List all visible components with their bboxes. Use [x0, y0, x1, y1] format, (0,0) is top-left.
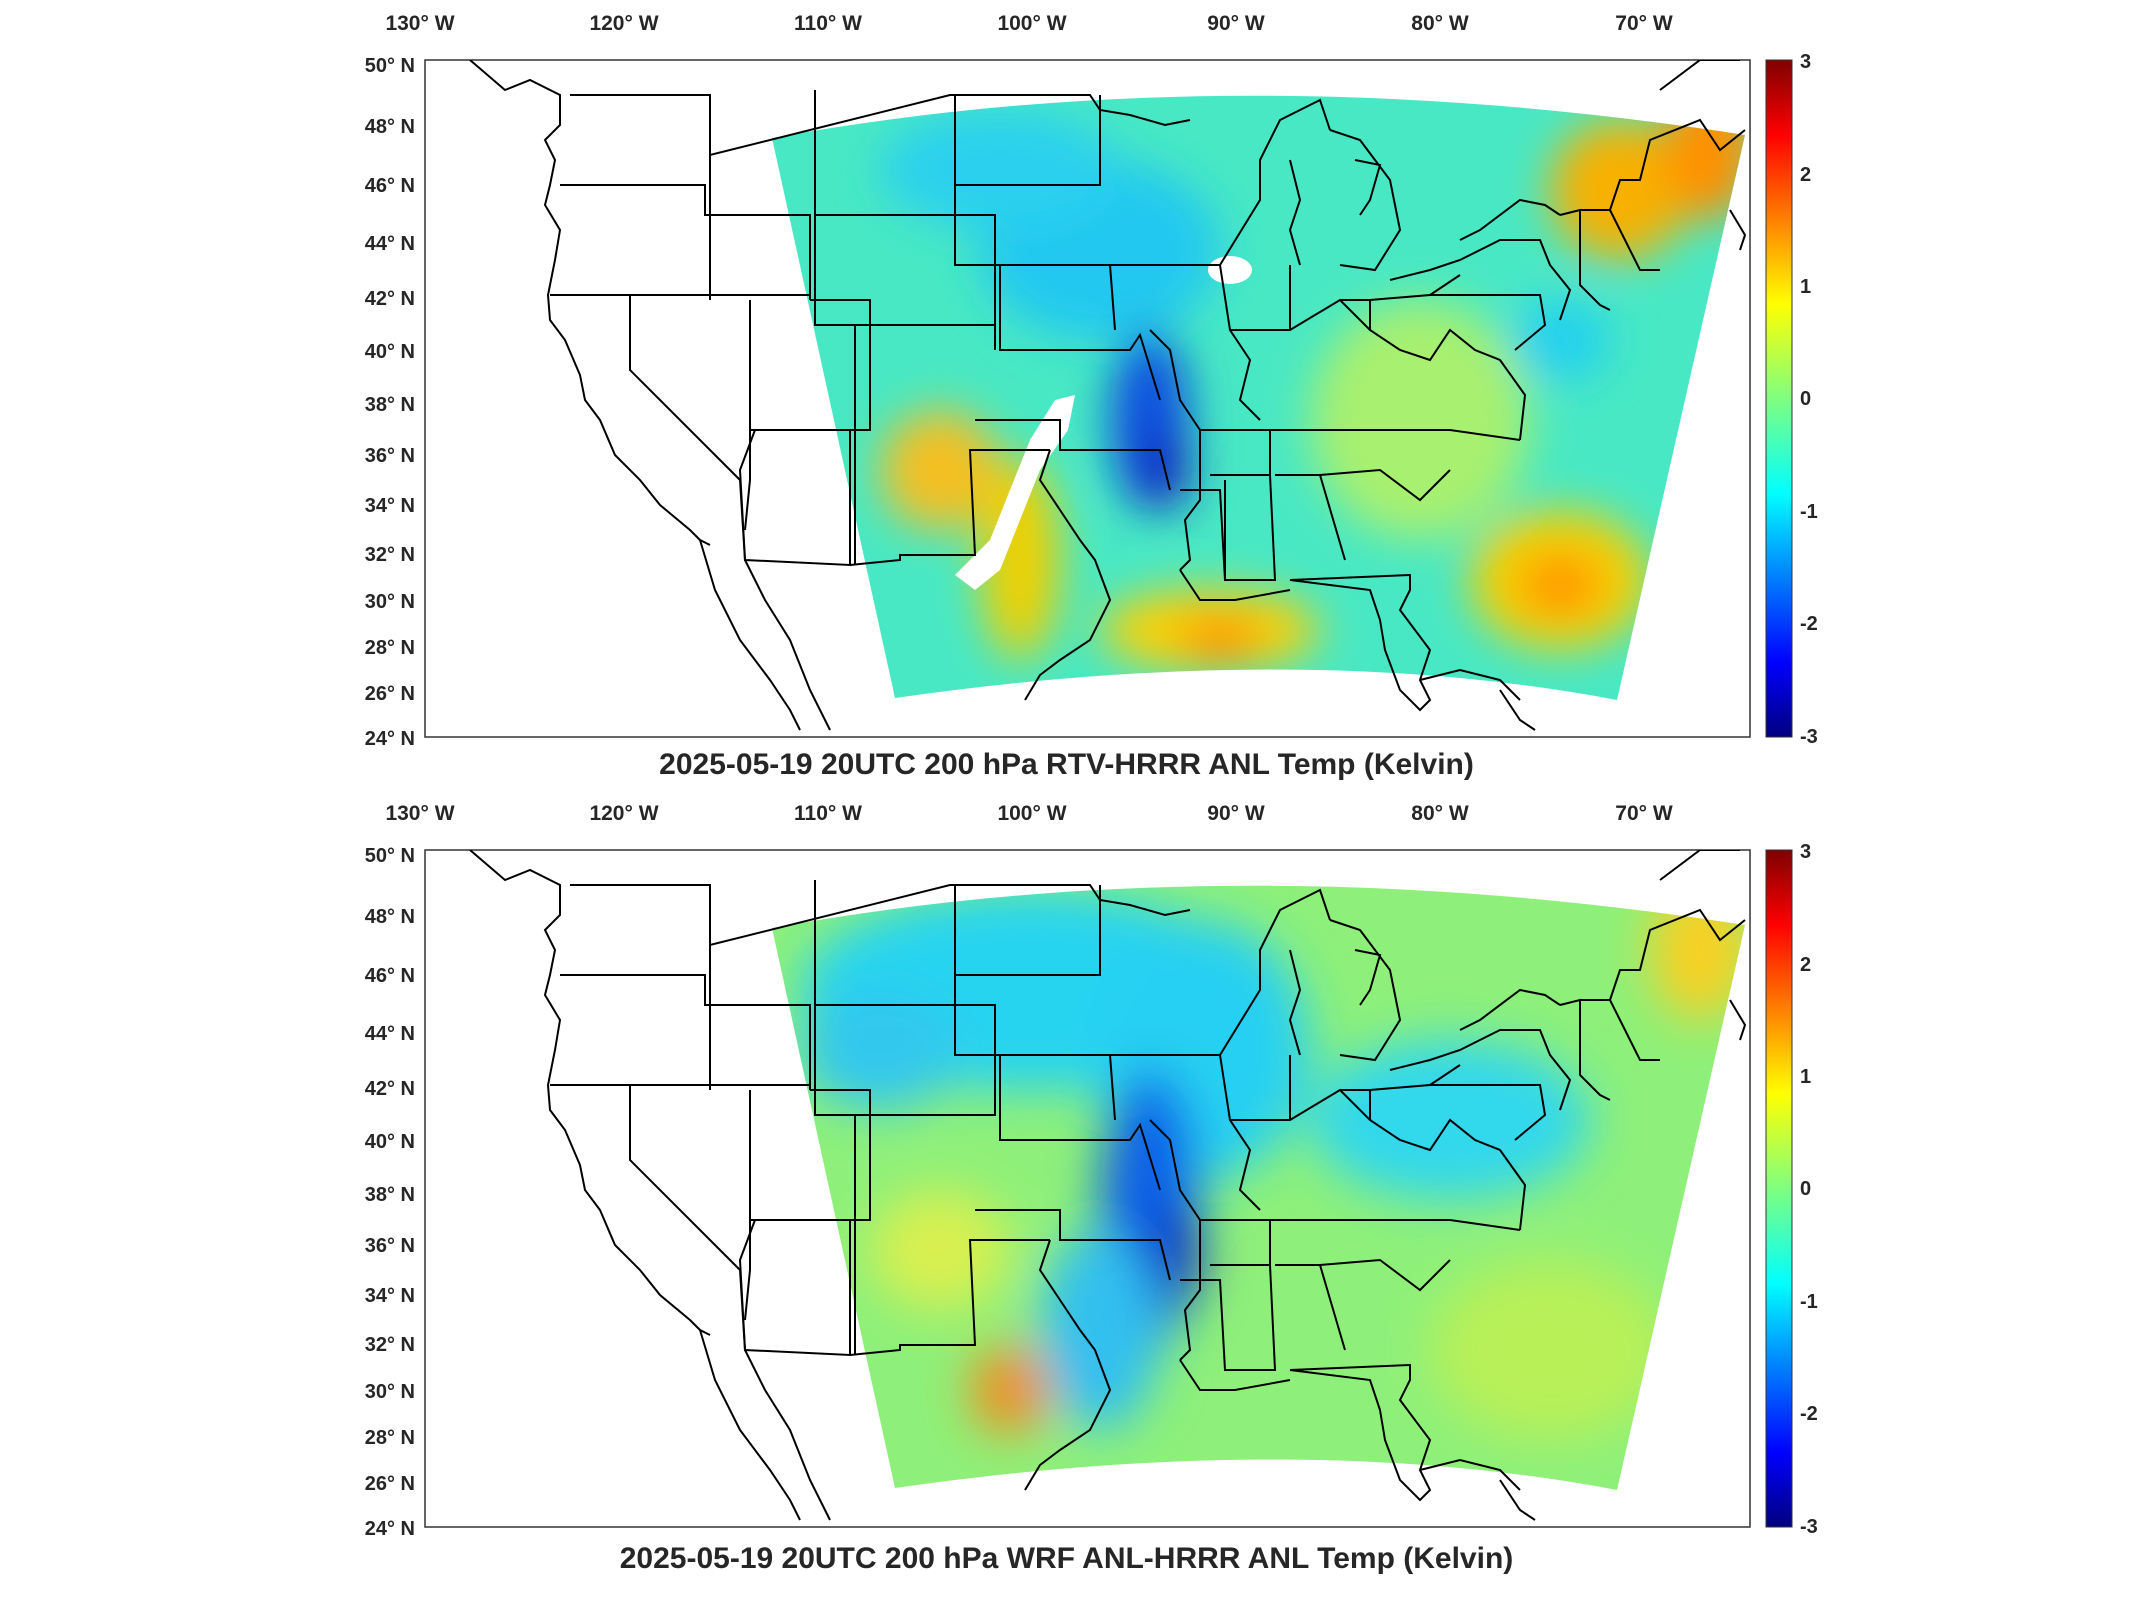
lat-tick-label: 40° N: [365, 1131, 415, 1153]
missing-data-area: [955, 395, 1075, 590]
colorbar-tick-label: 2: [1800, 164, 1811, 186]
lat-tick-label: 42° N: [365, 1078, 415, 1100]
lon-tick-label: 100° W: [997, 802, 1066, 825]
map-figure-wrf: 130° W 120° W 110° W 100° W 90° W 80° W …: [365, 802, 1818, 1540]
lat-tick-label: 50° N: [365, 55, 415, 77]
lat-tick-label: 44° N: [365, 1023, 415, 1045]
colorbar-tick-labels: 3 2 1 0 -1 -2 -3: [1800, 51, 1818, 748]
lat-tick-label: 26° N: [365, 1473, 415, 1495]
lon-tick-label: 130° W: [385, 12, 454, 35]
lon-tick-label: 100° W: [997, 12, 1066, 35]
lon-tick-label: 110° W: [794, 802, 862, 825]
lat-tick-label: 36° N: [365, 445, 415, 467]
lon-tick-label: 120° W: [589, 802, 658, 825]
lon-tick-label: 70° W: [1615, 12, 1673, 35]
map-figure-rtv: 130° W 120° W 110° W 100° W 90° W 80° W …: [365, 12, 1818, 750]
lon-tick-label: 130° W: [385, 802, 454, 825]
lon-tick-label: 110° W: [794, 12, 862, 35]
lat-tick-label: 30° N: [365, 591, 415, 613]
lon-tick-label: 70° W: [1615, 802, 1673, 825]
lat-tick-label: 36° N: [365, 1235, 415, 1257]
colorbar-tick-label: -1: [1800, 501, 1818, 523]
lat-tick-label: 24° N: [365, 1518, 415, 1540]
colorbar-tick-label: 1: [1800, 1066, 1811, 1088]
colorbar-tick-label: 3: [1800, 841, 1811, 863]
lat-tick-label: 38° N: [365, 1184, 415, 1206]
colorbar-tick-label: 2: [1800, 954, 1811, 976]
colorbar-tick-label: 3: [1800, 51, 1811, 73]
lat-tick-label: 28° N: [365, 637, 415, 659]
lat-tick-label: 30° N: [365, 1381, 415, 1403]
lat-tick-label: 28° N: [365, 1427, 415, 1449]
lon-tick-label: 120° W: [589, 12, 658, 35]
lat-tick-label: 48° N: [365, 116, 415, 138]
lat-tick-label: 46° N: [365, 175, 415, 197]
panel-title: 2025-05-19 20UTC 200 hPa RTV-HRRR ANL Te…: [659, 748, 1474, 781]
lat-tick-label: 44° N: [365, 233, 415, 255]
colorbar-tick-label: -1: [1800, 1291, 1818, 1313]
lon-tick-label: 90° W: [1207, 12, 1265, 35]
colorbar-tick-label: 0: [1800, 1178, 1811, 1200]
colorbar-tick-label: -3: [1800, 726, 1818, 748]
map-panel-wrf: 130° W 120° W 110° W 100° W 90° W 80° W …: [0, 790, 2133, 1600]
longitude-tick-labels: 130° W 120° W 110° W 100° W 90° W 80° W …: [385, 802, 1672, 825]
lat-tick-label: 50° N: [365, 845, 415, 867]
panel-title: 2025-05-19 20UTC 200 hPa WRF ANL-HRRR AN…: [619, 1542, 1514, 1575]
lon-tick-label: 80° W: [1411, 802, 1469, 825]
lat-tick-label: 40° N: [365, 341, 415, 363]
colorbar-tick-labels: 3 2 1 0 -1 -2 -3: [1800, 841, 1818, 1538]
colorbar-tick-label: 1: [1800, 276, 1811, 298]
state-boundaries: [469, 60, 1747, 731]
lat-tick-label: 34° N: [365, 495, 415, 517]
state-boundaries: [469, 850, 1747, 1521]
lat-tick-label: 24° N: [365, 728, 415, 750]
colorbar-tick-label: -2: [1800, 1403, 1818, 1425]
lon-tick-label: 80° W: [1411, 12, 1469, 35]
lat-tick-label: 48° N: [365, 906, 415, 928]
missing-data-area: [1208, 256, 1252, 284]
colorbar-tick-label: -2: [1800, 613, 1818, 635]
lat-tick-label: 38° N: [365, 394, 415, 416]
map-panel-rtv: 130° W 120° W 110° W 100° W 90° W 80° W …: [0, 0, 2133, 790]
lat-tick-label: 42° N: [365, 288, 415, 310]
lat-tick-label: 34° N: [365, 1285, 415, 1307]
colorbar-tick-label: 0: [1800, 388, 1811, 410]
colorbar: [1765, 849, 1793, 1528]
lon-tick-label: 90° W: [1207, 802, 1265, 825]
lat-tick-label: 32° N: [365, 544, 415, 566]
longitude-tick-labels: 130° W 120° W 110° W 100° W 90° W 80° W …: [385, 12, 1672, 35]
colorbar-tick-label: -3: [1800, 1516, 1818, 1538]
lat-tick-label: 32° N: [365, 1334, 415, 1356]
lat-tick-label: 26° N: [365, 683, 415, 705]
colorbar: [1765, 59, 1793, 738]
lat-tick-label: 46° N: [365, 965, 415, 987]
latitude-tick-labels: 50° N 48° N 46° N 44° N 42° N 40° N 38° …: [365, 55, 415, 750]
latitude-tick-labels: 50° N 48° N 46° N 44° N 42° N 40° N 38° …: [365, 845, 415, 1540]
